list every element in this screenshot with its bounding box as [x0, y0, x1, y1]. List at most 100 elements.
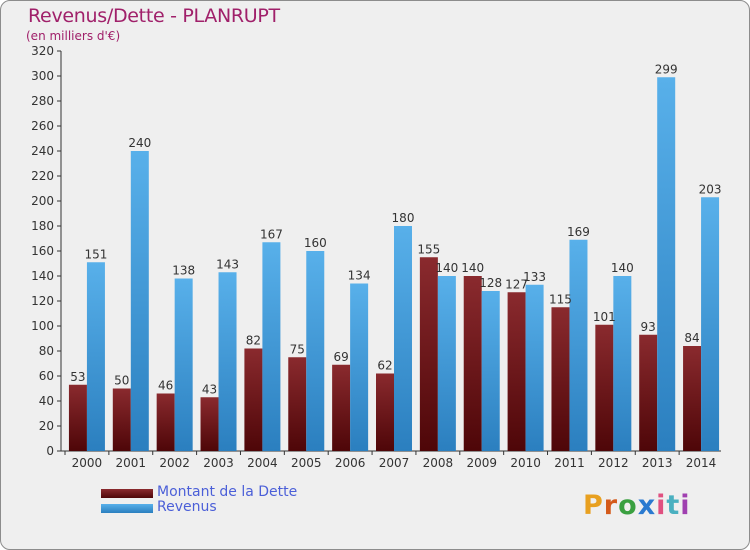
- logo-letter: i: [656, 490, 667, 521]
- logo-letter: i: [680, 490, 691, 521]
- data-label-revenue: 140: [435, 261, 458, 275]
- y-tick-label: 280: [31, 94, 54, 108]
- data-label-debt: 84: [684, 331, 699, 345]
- data-label-revenue: 180: [392, 211, 415, 225]
- x-tick-label: 2007: [379, 456, 410, 470]
- x-tick-label: 2004: [247, 456, 278, 470]
- bar-debt: [200, 397, 219, 451]
- data-label-debt: 101: [593, 310, 616, 324]
- logo-letter: x: [637, 490, 657, 521]
- data-label-debt: 93: [641, 320, 656, 334]
- data-label-debt: 75: [290, 342, 305, 356]
- bar-revenue: [481, 291, 500, 451]
- y-tick-label: 140: [31, 269, 54, 283]
- y-tick-label: 300: [31, 69, 54, 83]
- logo-letter: o: [618, 490, 638, 521]
- y-tick-label: 120: [31, 294, 54, 308]
- data-label-revenue: 140: [611, 261, 634, 275]
- proxiti-logo: Proxiti: [583, 490, 691, 521]
- data-label-revenue: 151: [84, 247, 107, 261]
- y-tick-label: 180: [31, 219, 54, 233]
- data-label-revenue: 240: [128, 136, 151, 150]
- x-tick-label: 2011: [554, 456, 585, 470]
- x-tick-label: 2012: [598, 456, 629, 470]
- bar-revenue: [701, 197, 720, 451]
- y-tick-label: 160: [31, 244, 54, 258]
- bar-revenue: [569, 239, 588, 451]
- data-label-revenue: 169: [567, 225, 590, 239]
- bar-debt: [507, 292, 526, 451]
- x-tick-label: 2003: [203, 456, 234, 470]
- x-tick-label: 2013: [642, 456, 673, 470]
- data-label-revenue: 203: [699, 182, 722, 196]
- bar-debt: [683, 346, 702, 451]
- bar-revenue: [525, 284, 544, 451]
- bar-debt: [595, 324, 614, 451]
- legend-label-revenue: Revenus: [157, 499, 217, 515]
- y-tick-label: 260: [31, 119, 54, 133]
- data-label-debt: 53: [70, 370, 85, 384]
- bar-revenue: [262, 242, 281, 451]
- bar-debt: [463, 276, 482, 451]
- y-tick-label: 100: [31, 319, 54, 333]
- x-tick-label: 2001: [116, 456, 147, 470]
- data-label-revenue: 138: [172, 264, 195, 278]
- data-label-debt: 82: [246, 334, 261, 348]
- data-label-revenue: 134: [348, 269, 371, 283]
- x-tick-label: 2010: [510, 456, 541, 470]
- y-tick-label: 200: [31, 194, 54, 208]
- bar-revenue: [350, 283, 369, 451]
- x-tick-label: 2005: [291, 456, 322, 470]
- data-label-debt: 46: [158, 379, 173, 393]
- bar-revenue: [437, 276, 456, 451]
- chart-subtitle: (en milliers d'€): [26, 29, 121, 43]
- x-tick-label: 2008: [423, 456, 454, 470]
- data-label-revenue: 167: [260, 227, 283, 241]
- data-label-revenue: 299: [655, 62, 678, 76]
- data-label-revenue: 143: [216, 257, 239, 271]
- y-tick-label: 20: [39, 419, 54, 433]
- bar-revenue: [174, 278, 193, 451]
- data-label-revenue: 133: [523, 270, 546, 284]
- logo-letter: r: [603, 490, 619, 521]
- bar-revenue: [613, 276, 632, 451]
- bar-debt: [376, 373, 394, 451]
- bar-revenue: [306, 251, 325, 451]
- data-label-debt: 50: [114, 374, 129, 388]
- x-tick-label: 2002: [159, 456, 190, 470]
- legend-label-debt: Montant de la Dette: [157, 484, 298, 500]
- y-tick-label: 80: [39, 344, 54, 358]
- y-tick-label: 320: [31, 44, 54, 58]
- bar-revenue: [218, 272, 237, 451]
- data-label-revenue: 160: [304, 236, 327, 250]
- data-label-debt: 127: [505, 277, 528, 291]
- bar-revenue: [394, 226, 412, 451]
- data-label-debt: 69: [333, 350, 348, 364]
- y-tick-label: 220: [31, 169, 54, 183]
- bar-debt: [639, 334, 658, 451]
- bar-debt: [551, 307, 570, 451]
- bar-revenue: [86, 262, 105, 451]
- bar-debt: [244, 348, 263, 451]
- bar-debt: [419, 257, 438, 451]
- y-tick-label: 0: [46, 444, 54, 458]
- legend-swatch-debt: [101, 489, 153, 498]
- x-tick-label: 2000: [72, 456, 103, 470]
- y-tick-label: 60: [39, 369, 54, 383]
- data-label-debt: 140: [461, 261, 484, 275]
- legend-swatch-revenue: [101, 504, 153, 513]
- logo-letter: t: [666, 490, 681, 521]
- data-label-debt: 43: [202, 382, 217, 396]
- logo-letter: P: [583, 490, 604, 521]
- bar-debt: [156, 393, 175, 451]
- bar-debt: [332, 364, 351, 451]
- y-tick-label: 40: [39, 394, 54, 408]
- x-tick-label: 2009: [466, 456, 497, 470]
- data-label-debt: 62: [377, 359, 392, 373]
- bar-debt: [68, 384, 87, 451]
- x-tick-label: 2006: [335, 456, 366, 470]
- bar-revenue: [657, 77, 676, 451]
- chart-title: Revenus/Dette - PLANRUPT: [28, 5, 280, 27]
- bar-revenue: [130, 151, 149, 451]
